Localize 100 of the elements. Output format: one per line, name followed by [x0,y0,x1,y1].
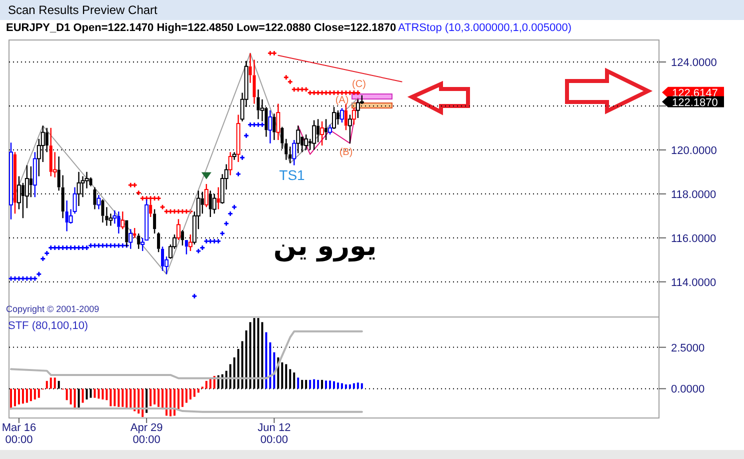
point [252,122,256,127]
point [136,190,141,195]
bar [177,388,180,410]
x-tick-label: Mar 16 00:00 [2,422,36,446]
bar [181,388,184,407]
bar [333,381,335,389]
bar [114,388,116,406]
point [228,211,233,216]
candlestick [228,152,232,176]
bar [110,388,112,406]
y-tick-label: 0.0000 [671,384,705,396]
bar [10,388,12,410]
candlestick [101,198,104,224]
point [240,155,244,160]
bar [142,388,144,418]
bar [340,383,343,389]
bar [189,388,192,400]
bar [344,384,347,389]
point [200,246,205,250]
point [212,238,217,244]
y-tick-label: 116.0000 [671,232,716,245]
point [140,196,145,200]
point [204,238,209,244]
point [120,243,125,248]
point [72,246,77,250]
annotation: Copyright © 2001-2009 [6,304,100,314]
annotation: (C) [352,79,366,90]
point [272,50,276,56]
y-tick-label: 118.0000 [671,188,716,201]
candlestick [268,110,272,144]
point [356,90,360,95]
bar [193,388,196,397]
candlestick [272,113,276,141]
y-tick-label: 2.5000 [671,342,705,354]
point [284,75,288,80]
candlestick [120,210,125,230]
bar [269,342,272,389]
y-tick-label: 114.0000 [671,276,716,289]
point [116,243,121,248]
candlestick [216,186,220,210]
y-tick-label: 120.0000 [671,144,717,157]
bar [313,379,316,389]
bar [14,388,16,406]
bar [102,388,104,400]
point [208,238,213,244]
bar [46,380,48,389]
bar [150,388,152,406]
point [64,246,70,250]
point [256,122,260,127]
bar [118,388,120,407]
candlestick [312,120,316,151]
bar [185,388,188,403]
bar [82,388,84,403]
point [100,243,105,248]
point [92,243,97,248]
point [144,196,149,200]
text: 122.1870 [672,96,718,109]
candlestick [320,120,324,146]
point [288,80,292,84]
point [40,256,46,261]
point [192,294,197,298]
point [80,246,85,250]
point [132,182,137,188]
bar [325,380,328,389]
bar [173,388,176,416]
point [224,221,229,226]
annotation: TS1 [279,167,306,183]
bar [309,380,312,389]
point [216,238,221,244]
point [352,90,356,95]
x-tick-label: Apr 29 00:00 [130,422,163,446]
bar [329,380,332,389]
bar [138,388,140,414]
point [48,246,54,250]
point [52,246,58,250]
point [112,243,117,248]
bar [356,382,359,389]
bar [336,382,339,389]
annotation: (B) [339,147,353,158]
bar [18,388,20,404]
point [60,246,66,250]
bar [98,388,100,399]
point [232,204,237,210]
point [248,122,252,127]
candlestick [13,152,16,214]
bar [30,388,32,402]
point [104,243,109,248]
bar [154,388,156,404]
point [148,196,153,200]
point [236,172,240,176]
point [308,90,312,95]
bar [352,383,355,389]
bar [26,388,28,403]
point [108,243,113,248]
point [36,272,42,276]
bar [170,388,172,416]
bar [94,388,96,398]
bar [197,388,200,393]
point [128,182,133,188]
point [88,243,93,248]
